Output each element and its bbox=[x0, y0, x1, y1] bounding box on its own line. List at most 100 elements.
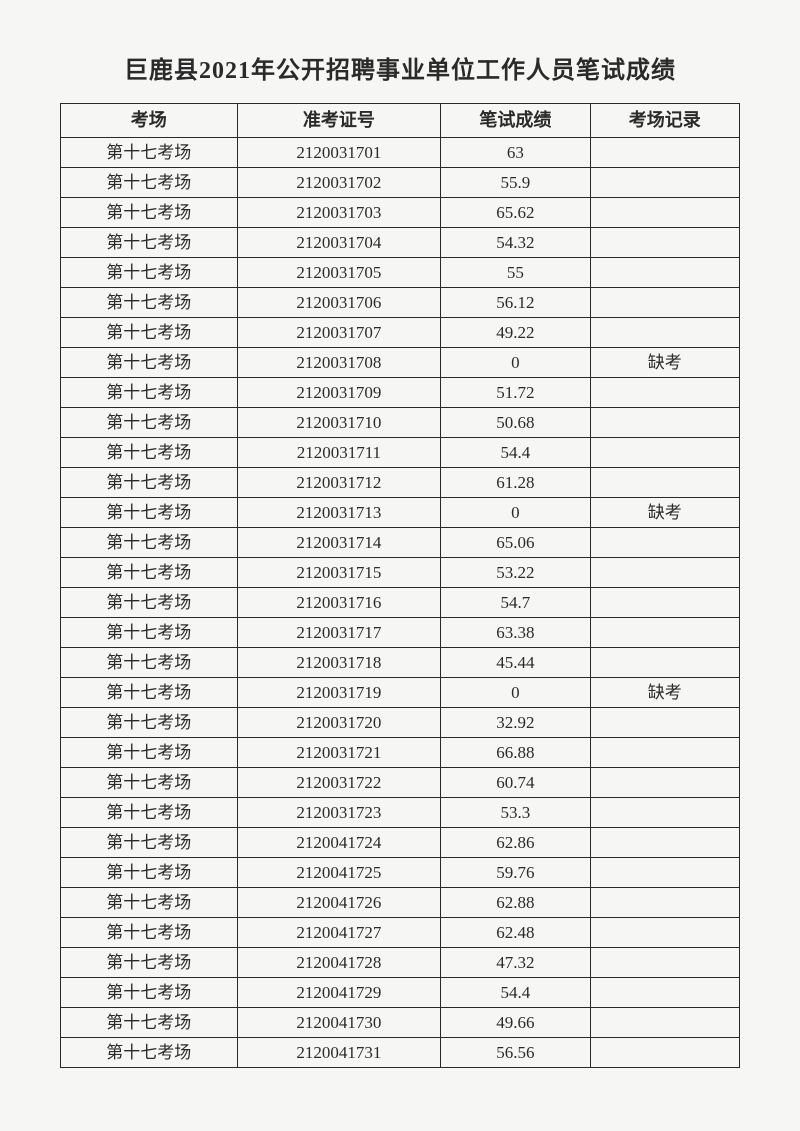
cell-id: 2120031717 bbox=[237, 618, 441, 648]
cell-score: 54.32 bbox=[441, 228, 590, 258]
cell-note: 缺考 bbox=[590, 348, 739, 378]
cell-note bbox=[590, 408, 739, 438]
cell-note bbox=[590, 288, 739, 318]
cell-note: 缺考 bbox=[590, 678, 739, 708]
cell-id: 2120031712 bbox=[237, 468, 441, 498]
cell-room: 第十七考场 bbox=[61, 1038, 238, 1068]
cell-score: 53.22 bbox=[441, 558, 590, 588]
cell-room: 第十七考场 bbox=[61, 828, 238, 858]
cell-note bbox=[590, 168, 739, 198]
cell-room: 第十七考场 bbox=[61, 288, 238, 318]
cell-id: 2120041731 bbox=[237, 1038, 441, 1068]
cell-score: 59.76 bbox=[441, 858, 590, 888]
cell-id: 2120031710 bbox=[237, 408, 441, 438]
cell-room: 第十七考场 bbox=[61, 858, 238, 888]
cell-note bbox=[590, 258, 739, 288]
cell-score: 54.4 bbox=[441, 978, 590, 1008]
cell-note bbox=[590, 528, 739, 558]
table-row: 第十七考场212003170454.32 bbox=[61, 228, 740, 258]
table-row: 第十七考场212004172662.88 bbox=[61, 888, 740, 918]
cell-id: 2120041730 bbox=[237, 1008, 441, 1038]
table-row: 第十七考场212003170656.12 bbox=[61, 288, 740, 318]
cell-room: 第十七考场 bbox=[61, 768, 238, 798]
cell-score: 51.72 bbox=[441, 378, 590, 408]
cell-room: 第十七考场 bbox=[61, 408, 238, 438]
cell-note bbox=[590, 618, 739, 648]
table-row: 第十七考场212003170163 bbox=[61, 138, 740, 168]
cell-room: 第十七考场 bbox=[61, 918, 238, 948]
table-row: 第十七考场212004172954.4 bbox=[61, 978, 740, 1008]
table-row: 第十七考场212004172559.76 bbox=[61, 858, 740, 888]
table-row: 第十七考场212003171050.68 bbox=[61, 408, 740, 438]
col-header-id: 准考证号 bbox=[237, 104, 441, 138]
cell-id: 2120031701 bbox=[237, 138, 441, 168]
cell-score: 53.3 bbox=[441, 798, 590, 828]
cell-score: 66.88 bbox=[441, 738, 590, 768]
cell-room: 第十七考场 bbox=[61, 318, 238, 348]
table-row: 第十七考场21200317080缺考 bbox=[61, 348, 740, 378]
table-row: 第十七考场212004172762.48 bbox=[61, 918, 740, 948]
cell-id: 2120031715 bbox=[237, 558, 441, 588]
cell-score: 54.7 bbox=[441, 588, 590, 618]
cell-note bbox=[590, 378, 739, 408]
cell-id: 2120041725 bbox=[237, 858, 441, 888]
table-row: 第十七考场212003171654.7 bbox=[61, 588, 740, 618]
cell-note bbox=[590, 978, 739, 1008]
cell-id: 2120031703 bbox=[237, 198, 441, 228]
cell-room: 第十七考场 bbox=[61, 378, 238, 408]
cell-note bbox=[590, 558, 739, 588]
cell-note: 缺考 bbox=[590, 498, 739, 528]
cell-room: 第十七考场 bbox=[61, 498, 238, 528]
cell-note bbox=[590, 468, 739, 498]
cell-score: 56.56 bbox=[441, 1038, 590, 1068]
table-row: 第十七考场212003172032.92 bbox=[61, 708, 740, 738]
cell-id: 2120031721 bbox=[237, 738, 441, 768]
cell-id: 2120041724 bbox=[237, 828, 441, 858]
cell-score: 47.32 bbox=[441, 948, 590, 978]
cell-note bbox=[590, 858, 739, 888]
cell-id: 2120031713 bbox=[237, 498, 441, 528]
table-row: 第十七考场212003172353.3 bbox=[61, 798, 740, 828]
cell-room: 第十七考场 bbox=[61, 348, 238, 378]
cell-note bbox=[590, 438, 739, 468]
cell-score: 62.88 bbox=[441, 888, 590, 918]
cell-room: 第十七考场 bbox=[61, 528, 238, 558]
cell-room: 第十七考场 bbox=[61, 228, 238, 258]
cell-id: 2120031707 bbox=[237, 318, 441, 348]
cell-room: 第十七考场 bbox=[61, 648, 238, 678]
cell-score: 49.22 bbox=[441, 318, 590, 348]
cell-score: 55 bbox=[441, 258, 590, 288]
cell-note bbox=[590, 738, 739, 768]
cell-id: 2120031702 bbox=[237, 168, 441, 198]
cell-room: 第十七考场 bbox=[61, 738, 238, 768]
cell-note bbox=[590, 228, 739, 258]
cell-note bbox=[590, 798, 739, 828]
cell-note bbox=[590, 828, 739, 858]
cell-room: 第十七考场 bbox=[61, 708, 238, 738]
cell-note bbox=[590, 648, 739, 678]
cell-id: 2120031705 bbox=[237, 258, 441, 288]
cell-score: 56.12 bbox=[441, 288, 590, 318]
table-row: 第十七考场212004172462.86 bbox=[61, 828, 740, 858]
cell-score: 49.66 bbox=[441, 1008, 590, 1038]
table-row: 第十七考场212003170951.72 bbox=[61, 378, 740, 408]
table-row: 第十七考场212003170749.22 bbox=[61, 318, 740, 348]
page-title: 巨鹿县2021年公开招聘事业单位工作人员笔试成绩 bbox=[60, 50, 740, 85]
table-row: 第十七考场212003170255.9 bbox=[61, 168, 740, 198]
table-row: 第十七考场212003170365.62 bbox=[61, 198, 740, 228]
cell-id: 2120031709 bbox=[237, 378, 441, 408]
cell-id: 2120031714 bbox=[237, 528, 441, 558]
cell-score: 63 bbox=[441, 138, 590, 168]
table-row: 第十七考场212003171261.28 bbox=[61, 468, 740, 498]
cell-note bbox=[590, 318, 739, 348]
cell-id: 2120031719 bbox=[237, 678, 441, 708]
table-row: 第十七考场212003171465.06 bbox=[61, 528, 740, 558]
cell-room: 第十七考场 bbox=[61, 258, 238, 288]
table-row: 第十七考场21200317130缺考 bbox=[61, 498, 740, 528]
cell-room: 第十七考场 bbox=[61, 948, 238, 978]
table-row: 第十七考场212003171553.22 bbox=[61, 558, 740, 588]
cell-room: 第十七考场 bbox=[61, 168, 238, 198]
cell-score: 0 bbox=[441, 678, 590, 708]
cell-room: 第十七考场 bbox=[61, 558, 238, 588]
cell-id: 2120041727 bbox=[237, 918, 441, 948]
